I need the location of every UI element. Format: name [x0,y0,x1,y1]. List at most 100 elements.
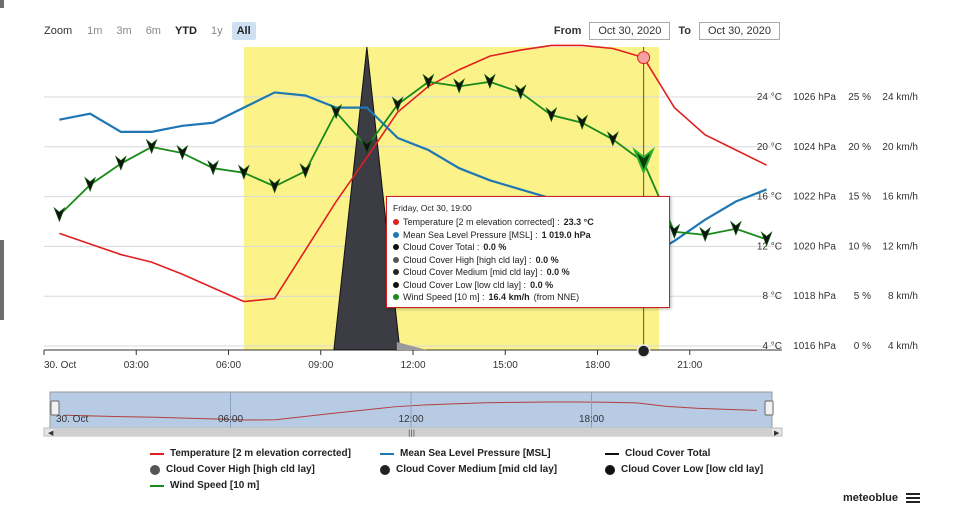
navigator-left-handle[interactable] [50,400,60,416]
y-tick-label-cloud: 20 % [848,142,871,153]
y-tick-label-temperature: 8 °C [762,291,782,302]
zoom-1y-button[interactable]: 1y [210,25,223,37]
y-tick-label-wind: 16 km/h [882,192,918,203]
scroll-left-icon[interactable]: ◀ [48,429,54,437]
y-tick-label-wind: 4 km/h [888,341,918,352]
tooltip-row-wind: Wind Speed [10 m] :16.4 km/h (from NNE) [393,291,663,304]
tooltip-marker [393,244,399,251]
y-tick-label-temperature: 4 °C [762,341,782,352]
wind-direction-marker [576,114,589,130]
navigator-scrollbar-thumb[interactable] [54,429,772,435]
tooltip-row-pressure: Mean Sea Level Pressure [MSL] :1 019.0 h… [393,229,663,242]
crosshair-handle[interactable] [636,344,651,358]
zoom-6m-button[interactable]: 6m [145,25,161,37]
tooltip-header: Friday, Oct 30, 19:00 [393,203,472,213]
y-tick-label-wind: 12 km/h [882,241,918,252]
from-date-input[interactable]: Oct 30, 2020 [589,22,671,40]
tooltip-label: Cloud Cover Total : [403,242,480,253]
wind-direction-marker [514,84,527,100]
zoom-all-button[interactable]: All [231,22,256,40]
tooltip-row-cloud_medium: Cloud Cover Medium [mid cld lay] :0.0 % [393,266,663,279]
wind-line [58,80,767,241]
tooltip-marker [393,281,399,288]
page-scrollbar-top [0,0,4,8]
y-tick-label-wind: 20 km/h [882,142,918,153]
wind-direction-marker [237,164,250,180]
zoom-1m-button[interactable]: 1m [87,25,103,37]
wind-direction-marker [699,226,712,242]
x-tick-label: 15:00 [493,360,518,371]
legend-marker [605,464,615,475]
wind-direction-marker [760,231,773,247]
hamburger-menu-icon[interactable] [906,493,920,503]
tooltip-marker [393,294,399,301]
cloud-cover-total-area [396,342,427,350]
from-label: From [553,25,582,37]
legend-marker [150,484,164,487]
tooltip-value: 16.4 km/h [488,292,530,303]
wind-direction-marker [606,131,619,147]
zoom-toolbar: Zoom 1m 3m 6m YTD 1y All [44,22,256,40]
wind-direction-marker [84,176,97,192]
navigator-right-handle[interactable] [764,400,774,416]
wind-direction-marker [145,138,158,155]
wind-direction-marker [668,223,681,239]
tooltip-row-cloud_low: Cloud Cover Low [low cld lay] :0.0 % [393,279,663,292]
tooltip-row-cloud_total: Cloud Cover Total :0.0 % [393,241,663,254]
tooltip-label: Temperature [2 m elevation corrected] : [403,217,560,228]
tooltip-label: Cloud Cover Low [low cld lay] : [403,279,527,290]
wind-direction-marker [176,144,189,161]
y-tick-label-temperature: 16 °C [757,192,782,203]
tooltip-marker [393,256,399,263]
to-date-input[interactable]: Oct 30, 2020 [699,22,780,40]
x-tick-label: 03:00 [124,360,149,371]
legend-item-wind[interactable]: Wind Speed [10 m] [150,480,259,491]
brand-name: meteoblue [842,492,898,504]
wind-direction-marker [330,103,343,120]
zoom-3m-button[interactable]: 3m [116,25,132,37]
x-tick-label: 09:00 [308,360,333,371]
y-tick-label-cloud: 0 % [854,341,871,352]
legend-item-pressure[interactable]: Mean Sea Level Pressure [MSL] [380,448,551,459]
tooltip-value: 0.0 % [546,267,570,278]
y-tick-label-temperature: 24 °C [757,92,782,103]
data-tooltip: Friday, Oct 30, 19:00 Temperature [2 m e… [386,196,670,308]
tooltip-row-cloud_high: Cloud Cover High [high cld lay] :0.0 % [393,254,663,267]
legend-item-temperature[interactable]: Temperature [2 m elevation corrected] [150,448,351,459]
wind-direction-marker [453,78,466,94]
y-tick-label-cloud: 5 % [854,291,871,302]
tooltip-value: 23.3 °C [563,217,594,228]
page-scrollbar-thumb[interactable] [0,240,4,320]
grip-icon[interactable]: ||| [408,429,415,437]
wind-direction-marker [207,159,220,176]
x-tick-label: 21:00 [677,360,702,371]
zoom-ytd-button[interactable]: YTD [174,25,197,37]
legend-item-cloud_high[interactable]: Cloud Cover High [high cld lay] [150,464,315,475]
temperature-hover-point [637,51,651,65]
scroll-right-icon[interactable]: ▶ [774,429,780,437]
wind-direction-marker [114,155,127,171]
wind-direction-marker [268,178,281,194]
tooltip-value: 1 019.0 hPa [541,229,591,240]
wind-hover-point [632,147,655,175]
tooltip-label: Cloud Cover Medium [mid cld lay] : [403,267,543,278]
wind-direction-marker [360,138,373,155]
legend-item-cloud_low[interactable]: Cloud Cover Low [low cld lay] [605,464,763,475]
legend-item-cloud_medium[interactable]: Cloud Cover Medium [mid cld lay] [380,464,557,475]
legend-marker [150,464,160,475]
wind-direction-marker [299,162,312,179]
y-tick-label-pressure: 1022 hPa [793,192,836,203]
y-tick-label-wind: 8 km/h [888,291,918,302]
tooltip-marker [393,231,399,238]
legend-marker [380,464,390,475]
legend-label: Wind Speed [10 m] [170,480,260,491]
tooltip-row-temperature: Temperature [2 m elevation corrected] :2… [393,216,663,229]
y-tick-label-pressure: 1016 hPa [793,341,836,352]
legend-label: Cloud Cover High [high cld lay] [166,464,315,475]
legend-item-cloud_total[interactable]: Cloud Cover Total [605,448,710,459]
x-tick-label: 18:00 [585,360,610,371]
wind-direction-marker [422,73,435,89]
brand: meteoblue [843,492,920,504]
tooltip-marker [393,219,399,226]
y-tick-label-cloud: 10 % [848,241,871,252]
